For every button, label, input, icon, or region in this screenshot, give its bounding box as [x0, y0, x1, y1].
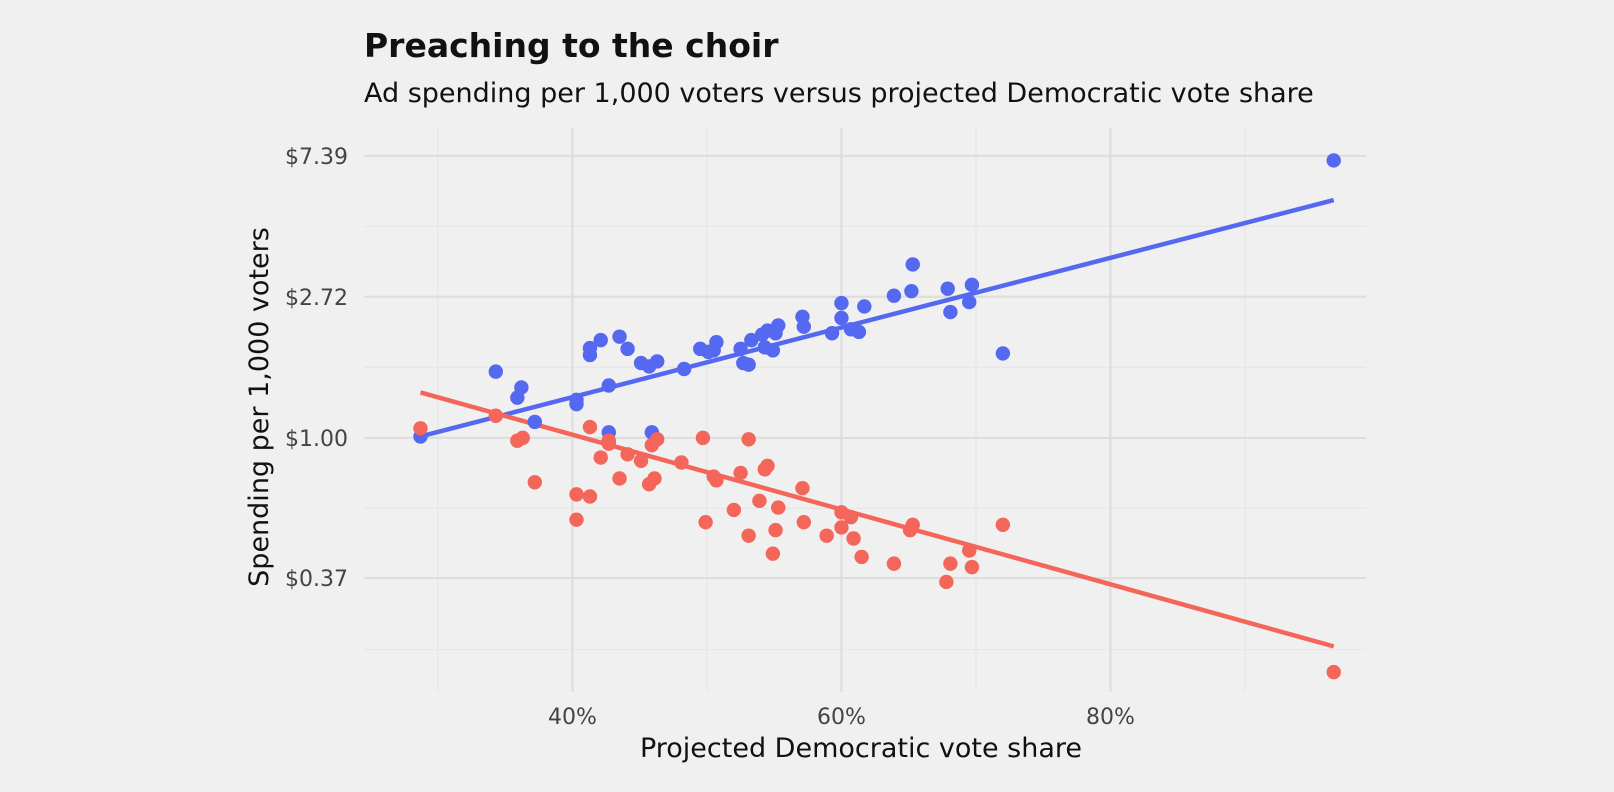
x-tick-label: 40%: [548, 705, 597, 730]
data-point-series-0: [904, 283, 919, 299]
data-point-series-1: [582, 489, 598, 504]
data-point-series-1: [650, 432, 665, 447]
data-point-series-1: [760, 458, 775, 474]
data-point-series-1: [515, 430, 530, 446]
y-tick-label: $0.37: [285, 567, 348, 592]
data-point-series-1: [995, 517, 1011, 532]
data-point-series-0: [593, 332, 608, 348]
data-point-series-0: [488, 364, 504, 379]
data-point-series-0: [962, 294, 977, 310]
data-point-series-1: [768, 522, 783, 538]
data-point-series-1: [819, 528, 834, 543]
data-point-series-1: [834, 520, 849, 535]
data-point-series-0: [744, 332, 759, 348]
data-point-series-1: [582, 419, 598, 435]
data-point-series-0: [582, 340, 598, 356]
chart-subtitle: Ad spending per 1,000 voters versus proj…: [364, 78, 1314, 109]
data-point-series-1: [771, 500, 786, 515]
data-point-series-0: [1326, 153, 1341, 168]
data-point-series-1: [726, 502, 742, 518]
data-point-series-0: [964, 277, 980, 293]
data-point-series-1: [741, 432, 756, 447]
data-point-series-1: [796, 514, 812, 530]
data-point-series-1: [709, 473, 724, 488]
data-point-series-0: [834, 310, 849, 326]
data-point-series-0: [943, 304, 958, 320]
data-point-series-0: [620, 341, 635, 357]
data-point-series-0: [857, 299, 872, 314]
x-tick-label: 60%: [817, 705, 866, 730]
data-point-series-1: [843, 509, 859, 525]
data-point-series-0: [940, 281, 955, 296]
data-point-series-1: [620, 447, 635, 462]
data-point-series-1: [488, 408, 504, 423]
y-tick-label: $7.39: [285, 145, 348, 170]
data-point-series-0: [905, 257, 920, 272]
data-point-series-0: [601, 378, 616, 393]
data-point-series-1: [612, 471, 627, 486]
data-point-series-0: [741, 357, 756, 372]
data-point-series-0: [612, 329, 627, 344]
y-tick-label: $1.00: [285, 427, 348, 452]
data-point-series-1: [846, 531, 861, 546]
y-axis-title: Spending per 1,000 voters: [244, 227, 275, 587]
data-point-series-1: [854, 549, 869, 565]
data-point-series-1: [964, 559, 980, 575]
data-point-series-0: [796, 319, 812, 334]
data-point-series-0: [995, 346, 1011, 361]
data-point-series-1: [647, 471, 662, 486]
data-point-series-1: [905, 517, 920, 532]
x-axis-ticks: 40% 60% 80%: [548, 705, 1135, 730]
data-point-series-1: [1326, 664, 1341, 680]
data-point-series-1: [886, 556, 902, 571]
data-point-series-0: [733, 341, 748, 357]
data-point-series-1: [569, 487, 584, 502]
data-points: [413, 153, 1341, 680]
data-point-series-0: [765, 343, 781, 358]
data-point-series-1: [674, 455, 689, 470]
data-point-series-0: [771, 318, 786, 333]
data-point-series-1: [633, 453, 649, 469]
data-point-series-1: [733, 465, 748, 481]
y-axis-ticks: $0.37 $1.00 $2.72 $7.39: [285, 145, 348, 592]
data-point-series-0: [527, 414, 543, 430]
trend-line-series-1: [419, 390, 1335, 649]
data-point-series-0: [676, 361, 692, 377]
data-point-series-0: [514, 380, 529, 395]
data-point-series-0: [834, 295, 849, 311]
chart-title: Preaching to the choir: [364, 26, 779, 65]
data-point-series-1: [413, 421, 428, 436]
data-point-series-1: [939, 574, 954, 590]
x-axis-title: Projected Democratic vote share: [640, 733, 1082, 764]
data-point-series-1: [795, 480, 810, 496]
data-point-series-1: [752, 493, 767, 509]
data-point-series-1: [943, 556, 958, 571]
data-point-series-0: [709, 335, 724, 350]
data-point-series-1: [698, 514, 713, 530]
y-tick-label: $2.72: [285, 286, 348, 311]
x-tick-label: 80%: [1086, 705, 1135, 730]
data-point-series-0: [886, 288, 902, 303]
data-point-series-0: [569, 396, 584, 412]
data-point-series-1: [601, 436, 616, 451]
data-point-series-0: [824, 326, 840, 341]
data-point-series-1: [695, 430, 711, 446]
data-point-series-0: [851, 324, 867, 340]
data-point-series-1: [741, 528, 756, 543]
data-point-series-0: [650, 354, 665, 369]
data-point-series-1: [593, 450, 608, 465]
data-point-series-1: [962, 543, 977, 558]
data-point-series-1: [765, 546, 781, 561]
data-point-series-1: [527, 475, 543, 490]
data-point-series-1: [569, 512, 584, 527]
